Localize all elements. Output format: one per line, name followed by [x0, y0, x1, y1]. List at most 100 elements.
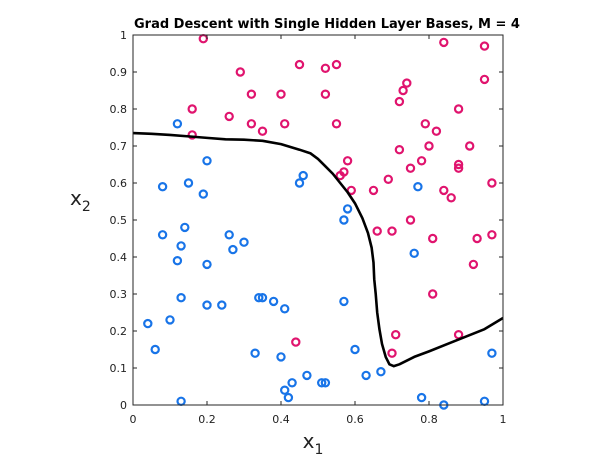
data-point-series-1: [187, 104, 197, 114]
data-point-series-2: [180, 222, 190, 233]
x-tick-label: 1: [500, 413, 507, 426]
x-tick-label: 0.2: [198, 413, 216, 426]
data-point-series-2: [268, 296, 279, 307]
data-point-series-2: [320, 378, 331, 388]
data-point-series-1: [453, 159, 464, 170]
data-point-series-1: [394, 144, 405, 155]
data-point-series-1: [431, 126, 442, 136]
y-tick-label: 0.9: [110, 66, 128, 79]
data-point-series-1: [446, 193, 456, 203]
data-point-series-2: [376, 367, 386, 377]
decision-boundary-line: [132, 131, 504, 368]
x-axis-label-subscript: 1: [314, 442, 323, 458]
data-point-series-1: [453, 163, 464, 173]
data-point-series-1: [335, 170, 345, 181]
data-point-series-2: [157, 230, 168, 240]
data-point-series-1: [280, 119, 290, 129]
y-tick-label: 1: [120, 29, 127, 42]
data-point-series-1: [198, 34, 208, 44]
data-point-series-2: [254, 293, 264, 303]
data-point-series-1: [439, 185, 449, 196]
data-point-series-1: [246, 89, 257, 99]
data-point-series-2: [294, 178, 305, 188]
data-point-series-1: [453, 104, 464, 114]
data-point-series-1: [398, 85, 408, 96]
x-tick-label: 0.4: [272, 413, 290, 426]
data-point-series-1: [368, 185, 379, 196]
data-point-series-1: [472, 233, 482, 244]
data-point-series-2: [287, 378, 297, 388]
data-point-series-2: [350, 344, 360, 355]
chart-title: Grad Descent with Single Hidden Layer Ba…: [134, 17, 520, 32]
data-point-series-1: [428, 289, 438, 299]
data-point-series-1: [320, 89, 331, 99]
data-point-series-2: [361, 370, 371, 381]
data-point-series-2: [283, 392, 294, 403]
x-axis-label: x1: [303, 429, 324, 458]
data-point-series-1: [387, 348, 397, 358]
data-point-series-2: [202, 156, 212, 166]
data-point-series-1: [402, 78, 412, 88]
data-point-series-2: [150, 344, 160, 355]
data-point-series-2: [239, 237, 249, 247]
y-tick-label: 0.5: [110, 214, 128, 227]
y-tick-label: 0.1: [110, 362, 128, 375]
data-point-series-1: [372, 226, 382, 236]
data-layer: [132, 34, 504, 410]
data-point-series-1: [416, 156, 427, 166]
y-tick-label: 0.8: [110, 103, 128, 116]
x-tick-label: 0.8: [420, 413, 438, 426]
data-point-series-1: [224, 111, 234, 122]
data-point-series-2: [176, 293, 186, 303]
axes-box: [132, 34, 504, 406]
data-point-series-1: [257, 126, 268, 136]
data-point-series-1: [342, 156, 353, 166]
tick-layer: 0 0.2 0.4 0.6 0.8 1 0 0.1 0.2 0.3 0.4 0.5 0.6 0.7 0.8 0…: [110, 29, 507, 426]
data-point-series-2: [298, 170, 308, 181]
data-point-series-1: [391, 330, 401, 340]
data-point-series-2: [157, 181, 168, 192]
data-point-series-2: [176, 241, 186, 251]
y-tick-label: 0.3: [110, 288, 128, 301]
y-axis-label-base: x: [70, 186, 82, 210]
data-point-series-1: [246, 119, 257, 129]
data-point-series-1: [479, 41, 490, 51]
data-point-series-2: [416, 392, 427, 403]
data-point-series-1: [394, 96, 405, 107]
data-point-series-1: [276, 89, 286, 99]
data-point-series-2: [198, 189, 208, 199]
data-point-series-2: [250, 348, 260, 358]
data-point-series-1: [405, 163, 416, 173]
y-tick-label: 0.6: [110, 177, 128, 190]
data-point-series-1: [428, 233, 438, 244]
data-point-series-1: [468, 259, 479, 270]
data-point-series-2: [172, 119, 183, 129]
data-point-series-1: [235, 67, 245, 77]
data-point-series-1: [420, 119, 430, 129]
data-point-series-2: [280, 304, 290, 314]
data-point-series-1: [294, 59, 305, 70]
y-axis-label-subscript: 2: [82, 199, 91, 215]
data-point-series-1: [405, 215, 416, 225]
data-point-series-1: [465, 141, 475, 151]
x-tick-label: 0: [130, 413, 137, 426]
y-axis-label: x2: [70, 186, 91, 215]
data-point-series-1: [424, 141, 434, 151]
data-point-series-2: [224, 230, 234, 240]
data-point-series-2: [257, 293, 268, 303]
data-point-series-2: [176, 396, 186, 406]
data-point-series-2: [413, 181, 423, 192]
data-point-series-1: [291, 337, 301, 347]
data-point-series-2: [165, 315, 175, 325]
data-point-series-2: [228, 244, 238, 255]
y-tick-label: 0.2: [110, 325, 128, 338]
data-point-series-2: [339, 215, 349, 225]
data-point-series-1: [383, 174, 393, 184]
data-point-series-1: [487, 178, 497, 188]
data-point-series-2: [143, 318, 153, 329]
data-point-series-1: [439, 37, 449, 48]
data-point-series-1: [320, 63, 331, 74]
data-point-series-2: [487, 348, 497, 358]
data-point-series-2: [280, 385, 290, 395]
